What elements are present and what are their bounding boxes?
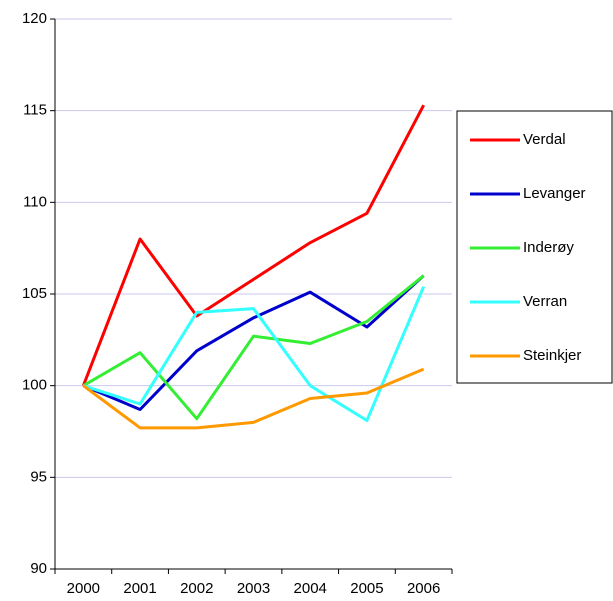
x-tick-label: 2005	[350, 580, 383, 597]
y-tick-label: 120	[22, 10, 47, 27]
legend-label: Levanger	[523, 185, 586, 202]
y-tick-label: 115	[23, 102, 47, 119]
legend-label: Verdal	[523, 131, 566, 148]
x-tick-label: 2002	[180, 580, 213, 597]
y-tick-label: 105	[22, 285, 47, 302]
x-tick-label: 2003	[237, 580, 270, 597]
y-tick-label: 110	[23, 193, 47, 210]
series-line	[81, 104, 425, 387]
legend-label: Steinkjer	[523, 347, 581, 364]
y-tick-label: 95	[30, 468, 47, 485]
x-tick-label: 2006	[407, 580, 440, 597]
y-tick-label: 100	[22, 377, 47, 394]
series-line	[82, 274, 425, 411]
x-tick-label: 2004	[294, 580, 327, 597]
series-line	[82, 274, 425, 421]
x-tick-label: 2000	[67, 580, 100, 597]
y-tick-label: 90	[30, 560, 47, 577]
legend-label: Inderøy	[523, 239, 574, 256]
series-line	[82, 367, 425, 430]
legend-label: Verran	[523, 293, 567, 310]
x-tick-label: 2001	[123, 580, 156, 597]
series-line	[82, 286, 426, 422]
